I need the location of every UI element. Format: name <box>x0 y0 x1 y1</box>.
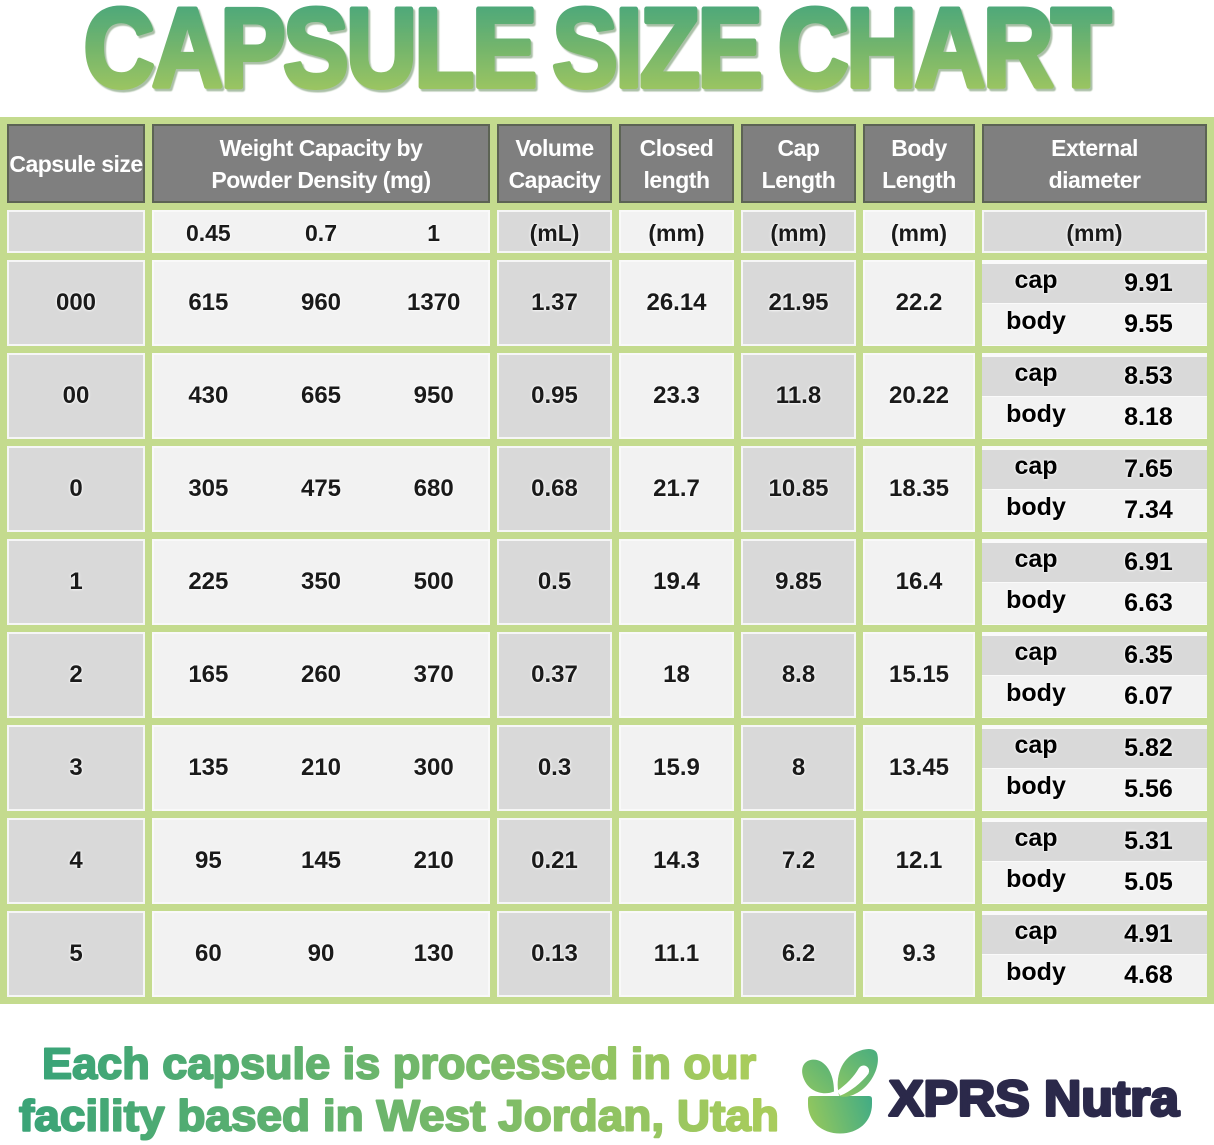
svg-text:facility based in West Jordan,: facility based in West Jordan, Utah <box>19 1092 779 1141</box>
svg-text:CAPSULE SIZE CHART: CAPSULE SIZE CHART <box>84 0 1111 111</box>
svg-text:Each capsule is processed in o: Each capsule is processed in our <box>42 1040 756 1089</box>
svg-text:XPRS Nutra: XPRS Nutra <box>889 1071 1180 1127</box>
